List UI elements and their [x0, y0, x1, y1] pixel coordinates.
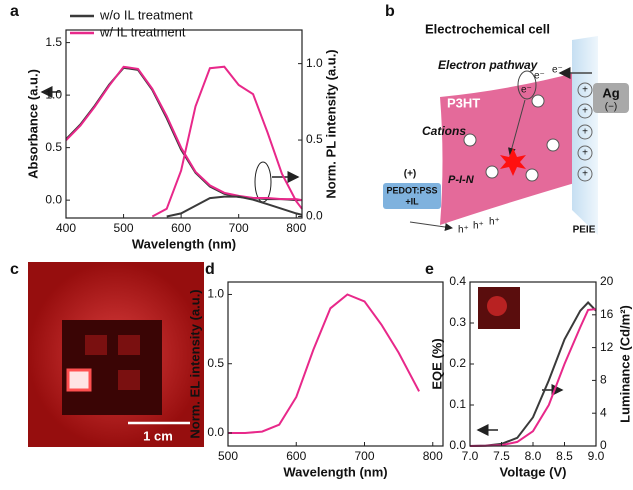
emitting-pixel	[68, 370, 90, 390]
y-tick-label: 0.5	[45, 140, 62, 154]
anode-label: +IL	[405, 196, 419, 206]
plot-frame	[228, 282, 443, 446]
diagram-title: Electrochemical cell	[425, 21, 550, 36]
plus: +	[582, 169, 588, 180]
x-tick-label: 600	[171, 221, 191, 235]
x-tick-label: 800	[286, 221, 306, 235]
ag-sign: (−)	[605, 102, 618, 113]
y-tick-label: 0.4	[449, 274, 466, 288]
figure: a b c d e Electrochemical cell Ag (−) PE…	[0, 0, 633, 485]
ag-label: Ag	[602, 85, 619, 100]
y2-tick-label: 16	[600, 307, 614, 321]
series-line	[470, 309, 596, 446]
x-tick-label: 500	[114, 221, 134, 235]
electron: e⁻	[521, 85, 532, 96]
y-tick-label: 1.5	[45, 35, 62, 49]
plot-frame	[66, 30, 302, 218]
x-axis-label: Voltage (V)	[500, 464, 567, 479]
x-tick-label: 700	[354, 449, 374, 463]
electron: e⁻	[552, 65, 563, 76]
hole: h⁺	[458, 225, 469, 236]
y-axis-label: Norm. EL intensity (a.u.)	[187, 289, 202, 438]
cation	[547, 139, 559, 151]
series-line	[228, 295, 419, 434]
legend-label: w/o IL treatment	[99, 7, 193, 22]
panel-label: b	[385, 3, 395, 20]
x-tick-label: 700	[229, 221, 249, 235]
x-tick-label: 500	[218, 449, 238, 463]
x-tick-label: 800	[423, 449, 443, 463]
y2-tick-label: 12	[600, 340, 614, 354]
peie-label: PEIE	[573, 225, 596, 236]
layer-label: P3HT	[447, 95, 480, 110]
x-tick-label: 400	[56, 221, 76, 235]
pathway-label: Electron pathway	[438, 58, 539, 72]
y-tick-label: 0.0	[45, 192, 62, 206]
y-axis-label: EQE (%)	[429, 338, 444, 389]
inset-glow	[487, 296, 507, 316]
y-tick-label: 1.0	[45, 87, 62, 101]
hole: h⁺	[489, 217, 500, 228]
cation	[532, 95, 544, 107]
anode-sign: (+)	[404, 169, 417, 180]
y2-tick-label: 8	[600, 373, 607, 387]
cation	[464, 134, 476, 146]
plus: +	[582, 148, 588, 159]
panel-label: d	[205, 261, 215, 278]
y2-tick-label: 1.0	[306, 56, 323, 70]
plus: +	[582, 127, 588, 138]
hole: h⁺	[473, 221, 484, 232]
ellipse	[255, 162, 271, 202]
device	[62, 320, 162, 415]
plus: +	[582, 85, 588, 96]
x-axis-label: Wavelength (nm)	[283, 464, 387, 479]
panel-label: a	[10, 3, 19, 20]
cation	[486, 166, 498, 178]
y2-tick-label: 4	[600, 405, 607, 419]
y-tick-label: 0.3	[449, 315, 466, 329]
series-line	[66, 67, 302, 200]
anode-label: PEDOT:PSS	[386, 185, 437, 195]
y2-tick-label: 20	[600, 274, 614, 288]
x-tick-label: 8.0	[525, 449, 542, 463]
junction-label: P-I-N	[448, 174, 475, 186]
y-tick-label: 0.0	[207, 425, 224, 439]
legend-label: w/ IL treatment	[99, 24, 186, 39]
y-axis-label: Absorbance (a.u.)	[25, 69, 40, 179]
panel-label: e	[425, 261, 434, 278]
y2-tick-label: 0	[600, 438, 607, 452]
series-line	[66, 68, 302, 200]
panel-label: c	[10, 261, 19, 278]
photo: 1 cm	[28, 262, 204, 447]
y2-tick-label: 0.5	[306, 132, 323, 146]
x-tick-label: 7.5	[493, 449, 510, 463]
y2-tick-label: 0.0	[306, 209, 323, 223]
diagram: Electrochemical cell Ag (−) PEDOT:PSS +I…	[383, 21, 629, 235]
scale-label: 1 cm	[143, 428, 173, 443]
y-tick-label: 1.0	[207, 287, 224, 301]
x-axis-label: Wavelength (nm)	[132, 236, 236, 251]
y-tick-label: 0.1	[449, 397, 466, 411]
x-tick-label: 8.5	[556, 449, 573, 463]
cations-label: Cations	[422, 124, 466, 138]
y-tick-label: 0.5	[207, 356, 224, 370]
y2-axis-label: Norm. PL intensity (a.u.)	[323, 49, 338, 198]
cation	[526, 169, 538, 181]
y-tick-label: 0.2	[449, 356, 466, 370]
plus: +	[582, 106, 588, 117]
y-tick-label: 0.0	[449, 438, 466, 452]
x-tick-label: 600	[286, 449, 306, 463]
y2-axis-label: Luminance (Cd/m²)	[617, 305, 632, 423]
